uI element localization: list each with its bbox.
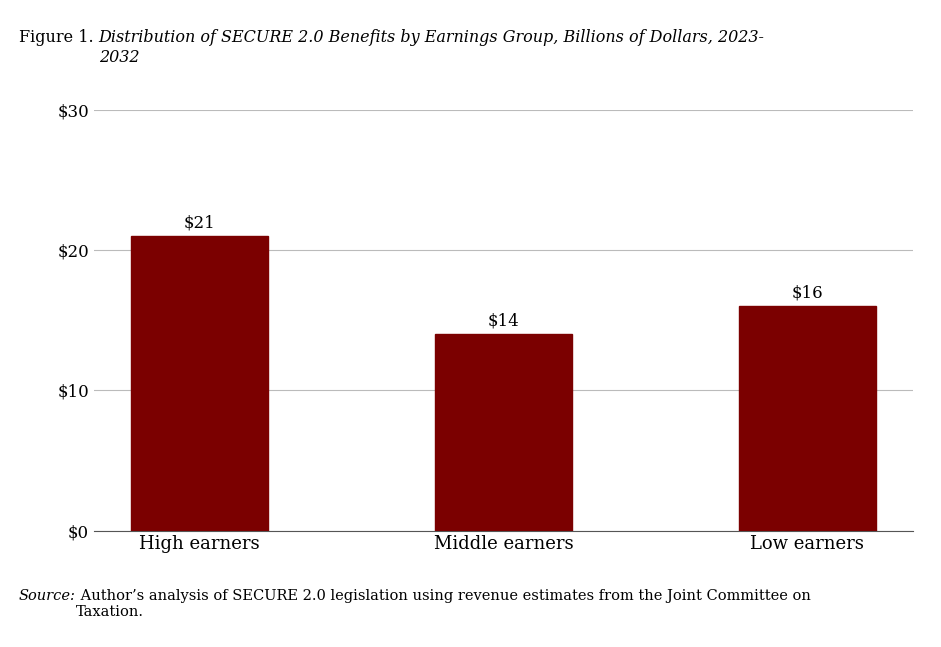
Bar bbox=[739, 306, 875, 531]
Bar bbox=[132, 236, 268, 531]
Bar bbox=[435, 334, 572, 531]
Text: Author’s analysis of SECURE 2.0 legislation using revenue estimates from the Joi: Author’s analysis of SECURE 2.0 legislat… bbox=[75, 589, 810, 619]
Text: Distribution of SECURE 2.0 Benefits by Earnings Group, Billions of Dollars, 2023: Distribution of SECURE 2.0 Benefits by E… bbox=[99, 29, 764, 66]
Text: Source:: Source: bbox=[19, 589, 75, 603]
Text: $21: $21 bbox=[183, 214, 215, 231]
Text: $16: $16 bbox=[791, 284, 823, 302]
Text: Figure 1.: Figure 1. bbox=[19, 29, 99, 46]
Text: $14: $14 bbox=[487, 313, 519, 329]
